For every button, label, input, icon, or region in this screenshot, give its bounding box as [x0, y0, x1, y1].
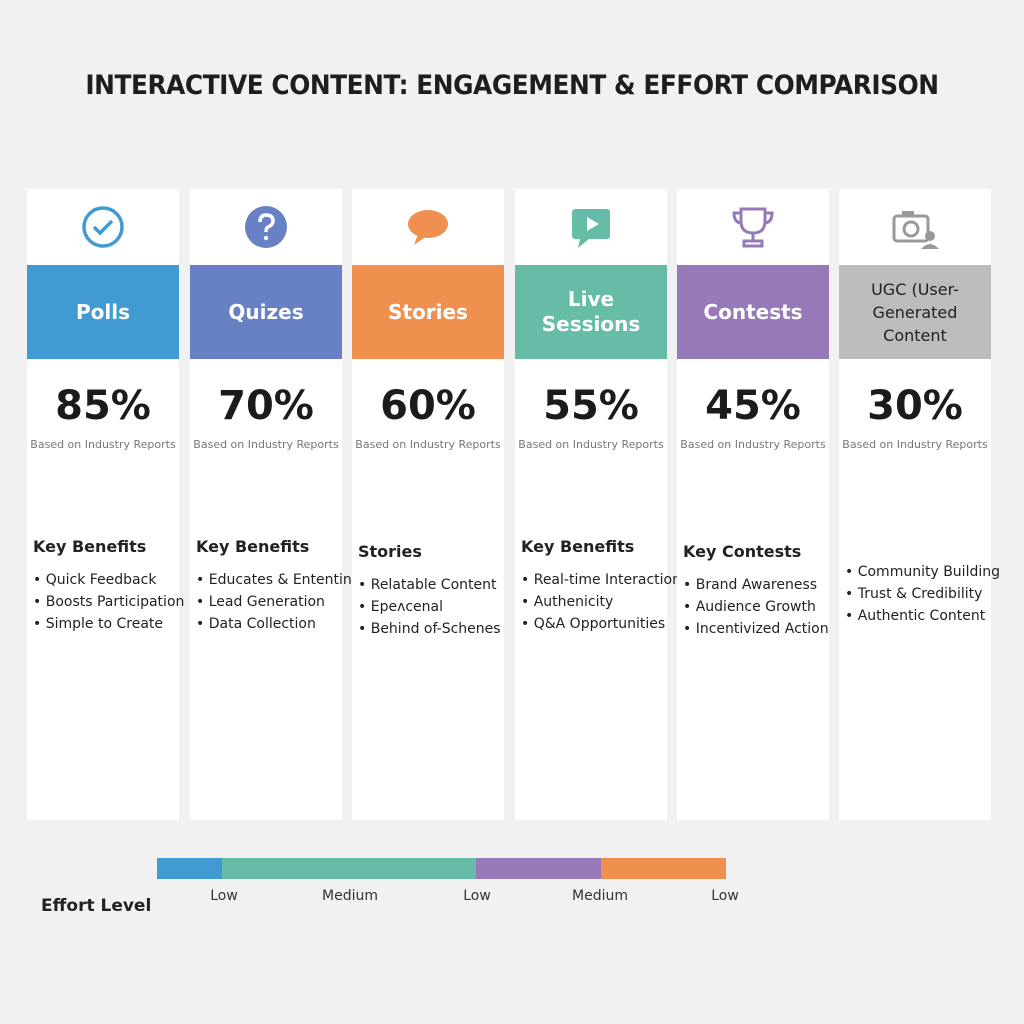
bullet: • Simple to Create — [33, 616, 163, 632]
stat-source: Based on Industry Reports — [518, 438, 664, 451]
effort-segment — [157, 858, 222, 879]
stat-source: Based on Industry Reports — [680, 438, 826, 451]
card: Stories 60% Based on Industry Reports Stori… — [352, 189, 504, 820]
icon — [732, 207, 774, 248]
benefits-heading: Key Contests — [683, 542, 802, 561]
card-header: Contests — [677, 265, 829, 359]
icon — [572, 209, 610, 248]
card-header: Polls — [27, 265, 179, 359]
bullet: • Boosts Participation — [33, 594, 185, 610]
benefits-heading: Key Benefits — [196, 537, 310, 556]
stat-value: 70% — [218, 383, 314, 429]
bullet: • Audience Growth — [683, 599, 816, 615]
icon — [245, 206, 287, 248]
card-header: Quizes — [190, 265, 342, 359]
card-header: Stories — [352, 265, 504, 359]
effort-level: Low — [210, 888, 238, 904]
bullet: • Q&A Opportunities — [521, 616, 666, 632]
benefits-heading: Key Benefits — [521, 537, 635, 556]
stat-value: 55% — [543, 383, 639, 429]
bullet: • Brand Awareness — [683, 577, 818, 593]
effort-label: Effort Level — [41, 896, 152, 916]
stat-source: Based on Industry Reports — [30, 438, 176, 451]
benefits-heading: Key Benefits — [33, 537, 147, 556]
bullet: • Authentic Content — [845, 608, 986, 624]
bullet: • Community Building — [845, 564, 1000, 580]
stat-value: 85% — [55, 383, 151, 429]
bullet: • Real-time Interaction — [521, 572, 681, 588]
stat-source: Based on Industry Reports — [842, 438, 988, 451]
title: INTERACTIVE CONTENT: ENGAGEMENT & EFFORT… — [85, 70, 939, 101]
card: UGC (User-Generated Content 30% Based on I… — [839, 189, 1000, 820]
stat-value: 30% — [867, 383, 963, 429]
bullet: • Incentivized Action — [683, 621, 829, 637]
card: Quizes 70% Based on Industry Reports Key Be… — [190, 189, 359, 820]
bullet: • Behind of-Schenes — [358, 621, 501, 637]
stat-value: 60% — [380, 383, 476, 429]
bullet: • Lead Generation — [196, 594, 325, 610]
card: Live Sessions 55% Based on Industry Report… — [515, 189, 681, 820]
bullet: • Quick Feedback — [33, 572, 157, 588]
icon — [892, 211, 939, 249]
card-header: Live Sessions — [515, 265, 667, 359]
card: Contests 45% Based on Industry Reports Key … — [677, 189, 829, 820]
stat-value: 45% — [705, 383, 801, 429]
stat-source: Based on Industry Reports — [355, 438, 501, 451]
bullet: • Authenicity — [521, 594, 614, 610]
bullet: • Educates & Ententins — [196, 572, 360, 588]
bullet: • Relatable Content — [358, 577, 497, 593]
effort-level: Low — [463, 888, 491, 904]
stat-source: Based on Industry Reports — [193, 438, 339, 451]
effort-segment — [222, 858, 476, 879]
card-header: UGC (User-Generated Content — [839, 265, 991, 359]
effort-level: Medium — [322, 888, 378, 904]
effort-segment — [601, 858, 726, 879]
effort-level: Low — [711, 888, 739, 904]
icon — [408, 210, 448, 245]
effort-level: Medium — [572, 888, 628, 904]
bullet: • Epeʌcenal — [358, 599, 444, 615]
icon — [82, 206, 124, 248]
benefits-heading: Stories — [358, 542, 422, 561]
bullet: • Data Collection — [196, 616, 316, 632]
effort-segment — [476, 858, 601, 879]
card: Polls 85% Based on Industry Reports Key Ben… — [27, 189, 184, 820]
bullet: • Trust & Credibility — [845, 586, 983, 602]
